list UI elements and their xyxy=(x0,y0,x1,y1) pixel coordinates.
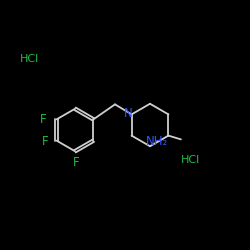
Text: HCl: HCl xyxy=(181,155,201,165)
Text: F: F xyxy=(73,156,80,169)
Text: F: F xyxy=(42,136,49,148)
Text: HCl: HCl xyxy=(20,54,39,64)
Text: F: F xyxy=(40,113,47,126)
Text: N: N xyxy=(124,106,132,120)
Text: NH₂: NH₂ xyxy=(146,135,169,148)
